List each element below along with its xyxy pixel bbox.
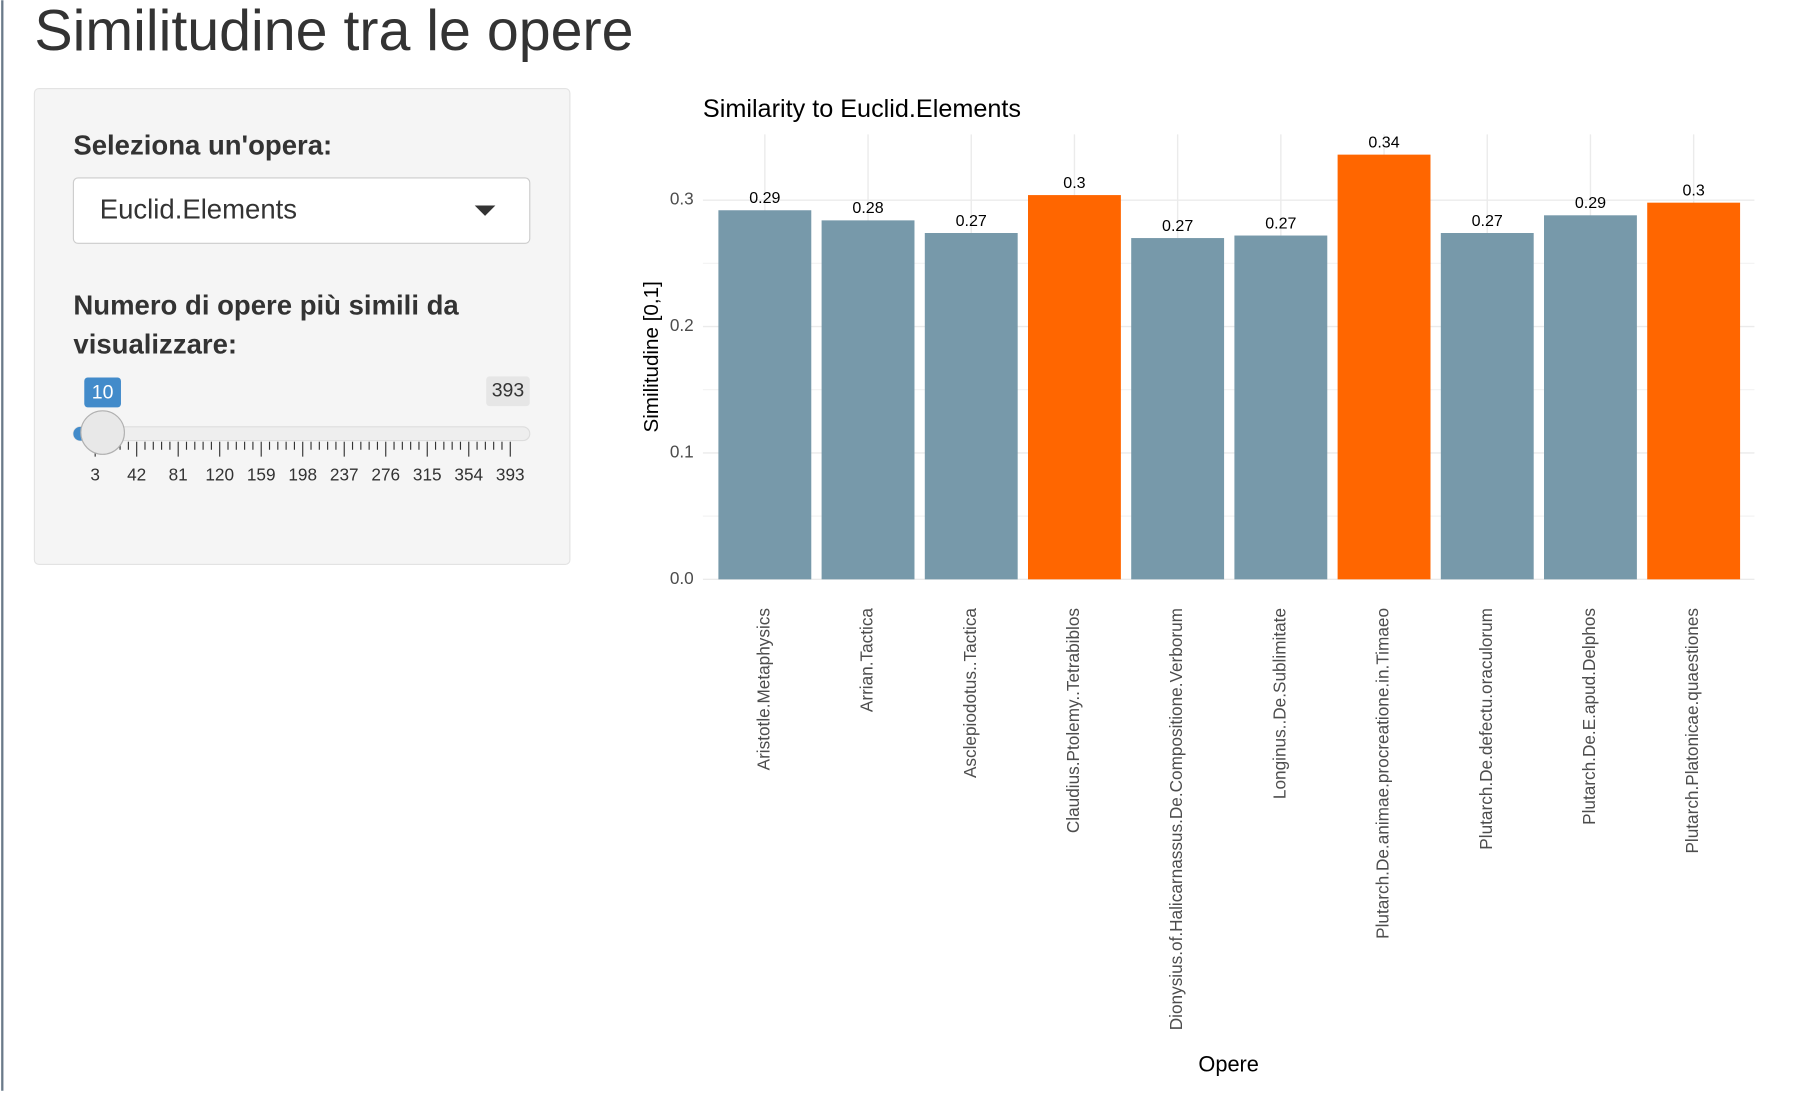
y-tick-label: 0.0 — [670, 568, 694, 588]
x-tick-label: Plutarch.De.E.apud.Delphos — [1579, 608, 1599, 825]
y-axis-title: Similitudine [0,1] — [640, 281, 663, 432]
x-tick-label: Longinus..De.Sublimitate — [1269, 608, 1289, 799]
x-tick-label: Asclepiodotus..Tactica — [960, 608, 980, 778]
x-tick-label: Claudius.Ptolemy..Tetrabiblos — [1063, 608, 1083, 833]
value-label: 0.28 — [852, 199, 883, 217]
value-label: 0.34 — [1368, 133, 1399, 151]
value-label: 0.27 — [1472, 212, 1503, 230]
slider-handle[interactable] — [80, 410, 125, 455]
dropdown-box[interactable] — [72, 177, 531, 244]
dropdown-arrow[interactable] — [474, 205, 496, 216]
slider-max: 393 — [492, 379, 525, 401]
x-tick-label: Dionysius.of.Halicarnassus.De.Compositio… — [1166, 608, 1186, 1030]
bar — [1337, 154, 1431, 580]
slider-tick-label: 3 — [90, 465, 100, 485]
chart-title: Similarity to Euclid.Elements — [703, 95, 1021, 123]
y-tick-label: 0.1 — [670, 441, 694, 461]
slider-tick-label: 159 — [247, 465, 276, 485]
bar — [1440, 233, 1534, 580]
value-label: 0.27 — [1162, 217, 1193, 235]
slider-tick-label: 198 — [288, 465, 317, 485]
slider-tick-label: 276 — [371, 465, 400, 485]
y-tick-label: 0.2 — [670, 315, 694, 335]
value-label: 0.3 — [1682, 181, 1704, 199]
x-tick-label: Plutarch.Platonicae.quaestiones — [1682, 608, 1702, 854]
x-tick-label: Aristotle.Metaphysics — [753, 608, 773, 770]
dropdown-value[interactable]: Euclid.Elements — [100, 194, 297, 225]
page-title: Similitudine tra le opere — [34, 0, 633, 63]
slider-label: Numero di opere più simili da visualizza… — [73, 290, 459, 361]
bar — [924, 233, 1018, 580]
slider-max-bubble — [486, 376, 530, 407]
bar — [1028, 195, 1121, 580]
value-label: 0.29 — [749, 189, 780, 207]
bar — [1647, 202, 1741, 580]
bar — [1234, 235, 1328, 580]
bar — [718, 210, 812, 580]
x-tick-label: Plutarch.De.animae.procreatione.in.Timae… — [1373, 608, 1393, 939]
slider-tick-label: 120 — [205, 465, 234, 485]
slider-tick-label: 237 — [330, 465, 359, 485]
slider-tick-label: 393 — [496, 465, 525, 485]
slider-value-bubble — [84, 377, 121, 408]
value-label: 0.27 — [1265, 214, 1296, 232]
slider-tick-label: 315 — [413, 465, 442, 485]
select-dropdown[interactable]: Euclid.Elements — [72, 177, 531, 244]
slider-tick-label: 42 — [127, 465, 146, 485]
value-label: 0.27 — [956, 212, 987, 230]
bar — [821, 220, 915, 580]
y-tick-label: 0.3 — [670, 189, 694, 209]
value-label: 0.3 — [1063, 174, 1085, 192]
x-axis-title: Opere — [1198, 1051, 1259, 1076]
value-label: 0.29 — [1575, 194, 1606, 212]
slider-tick-label: 81 — [169, 465, 188, 485]
bar — [1131, 238, 1225, 580]
slider-track[interactable] — [72, 426, 531, 442]
slider-value: 10 — [92, 382, 114, 404]
slider-label-box: Numero di opere più simili da visualizza… — [73, 290, 459, 361]
x-tick-label: Arrian.Tactica — [857, 608, 877, 713]
x-tick-label: Plutarch.De.defectu.oraculorum — [1476, 608, 1496, 850]
bar — [1544, 215, 1637, 580]
slider-tick-label: 354 — [454, 465, 483, 485]
select-label: Seleziona un'opera: — [73, 129, 332, 160]
